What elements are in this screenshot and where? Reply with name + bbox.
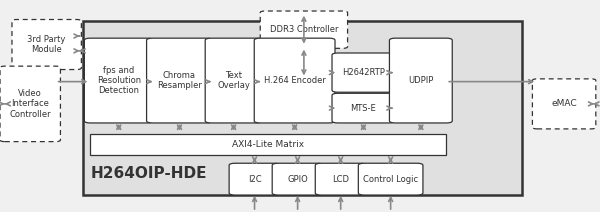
- Text: Text
Overlay: Text Overlay: [217, 71, 250, 90]
- FancyBboxPatch shape: [205, 38, 262, 123]
- Text: UDPIP: UDPIP: [408, 76, 434, 85]
- FancyBboxPatch shape: [85, 38, 153, 123]
- FancyBboxPatch shape: [532, 79, 596, 129]
- FancyBboxPatch shape: [315, 163, 366, 195]
- FancyBboxPatch shape: [332, 53, 395, 92]
- Text: I2C: I2C: [248, 175, 262, 184]
- Text: 3rd Party
Module: 3rd Party Module: [28, 35, 66, 54]
- FancyBboxPatch shape: [146, 38, 212, 123]
- FancyBboxPatch shape: [272, 163, 323, 195]
- Text: H264OIP-HDE: H264OIP-HDE: [91, 166, 207, 181]
- FancyBboxPatch shape: [332, 93, 395, 123]
- FancyBboxPatch shape: [83, 21, 522, 195]
- Text: LCD: LCD: [332, 175, 349, 184]
- FancyBboxPatch shape: [389, 38, 452, 123]
- Text: Chroma
Resampler: Chroma Resampler: [157, 71, 202, 90]
- FancyBboxPatch shape: [358, 163, 423, 195]
- FancyBboxPatch shape: [260, 11, 347, 48]
- FancyBboxPatch shape: [254, 38, 335, 123]
- FancyBboxPatch shape: [91, 134, 446, 155]
- Text: eMAC: eMAC: [551, 99, 577, 108]
- FancyBboxPatch shape: [229, 163, 280, 195]
- FancyBboxPatch shape: [12, 20, 82, 70]
- Text: MTS-E: MTS-E: [350, 104, 376, 113]
- FancyBboxPatch shape: [0, 66, 61, 142]
- Text: fps and
Resolution
Detection: fps and Resolution Detection: [97, 66, 141, 95]
- Text: GPIO: GPIO: [287, 175, 308, 184]
- Text: H.264 Encoder: H.264 Encoder: [263, 76, 326, 85]
- Text: Control Logic: Control Logic: [363, 175, 418, 184]
- Text: H2642RTP: H2642RTP: [342, 68, 385, 77]
- Text: AXI4-Lite Matrix: AXI4-Lite Matrix: [232, 140, 304, 149]
- Text: Video
Interface
Controller: Video Interface Controller: [10, 89, 51, 119]
- Text: DDR3 Controller: DDR3 Controller: [269, 25, 338, 34]
